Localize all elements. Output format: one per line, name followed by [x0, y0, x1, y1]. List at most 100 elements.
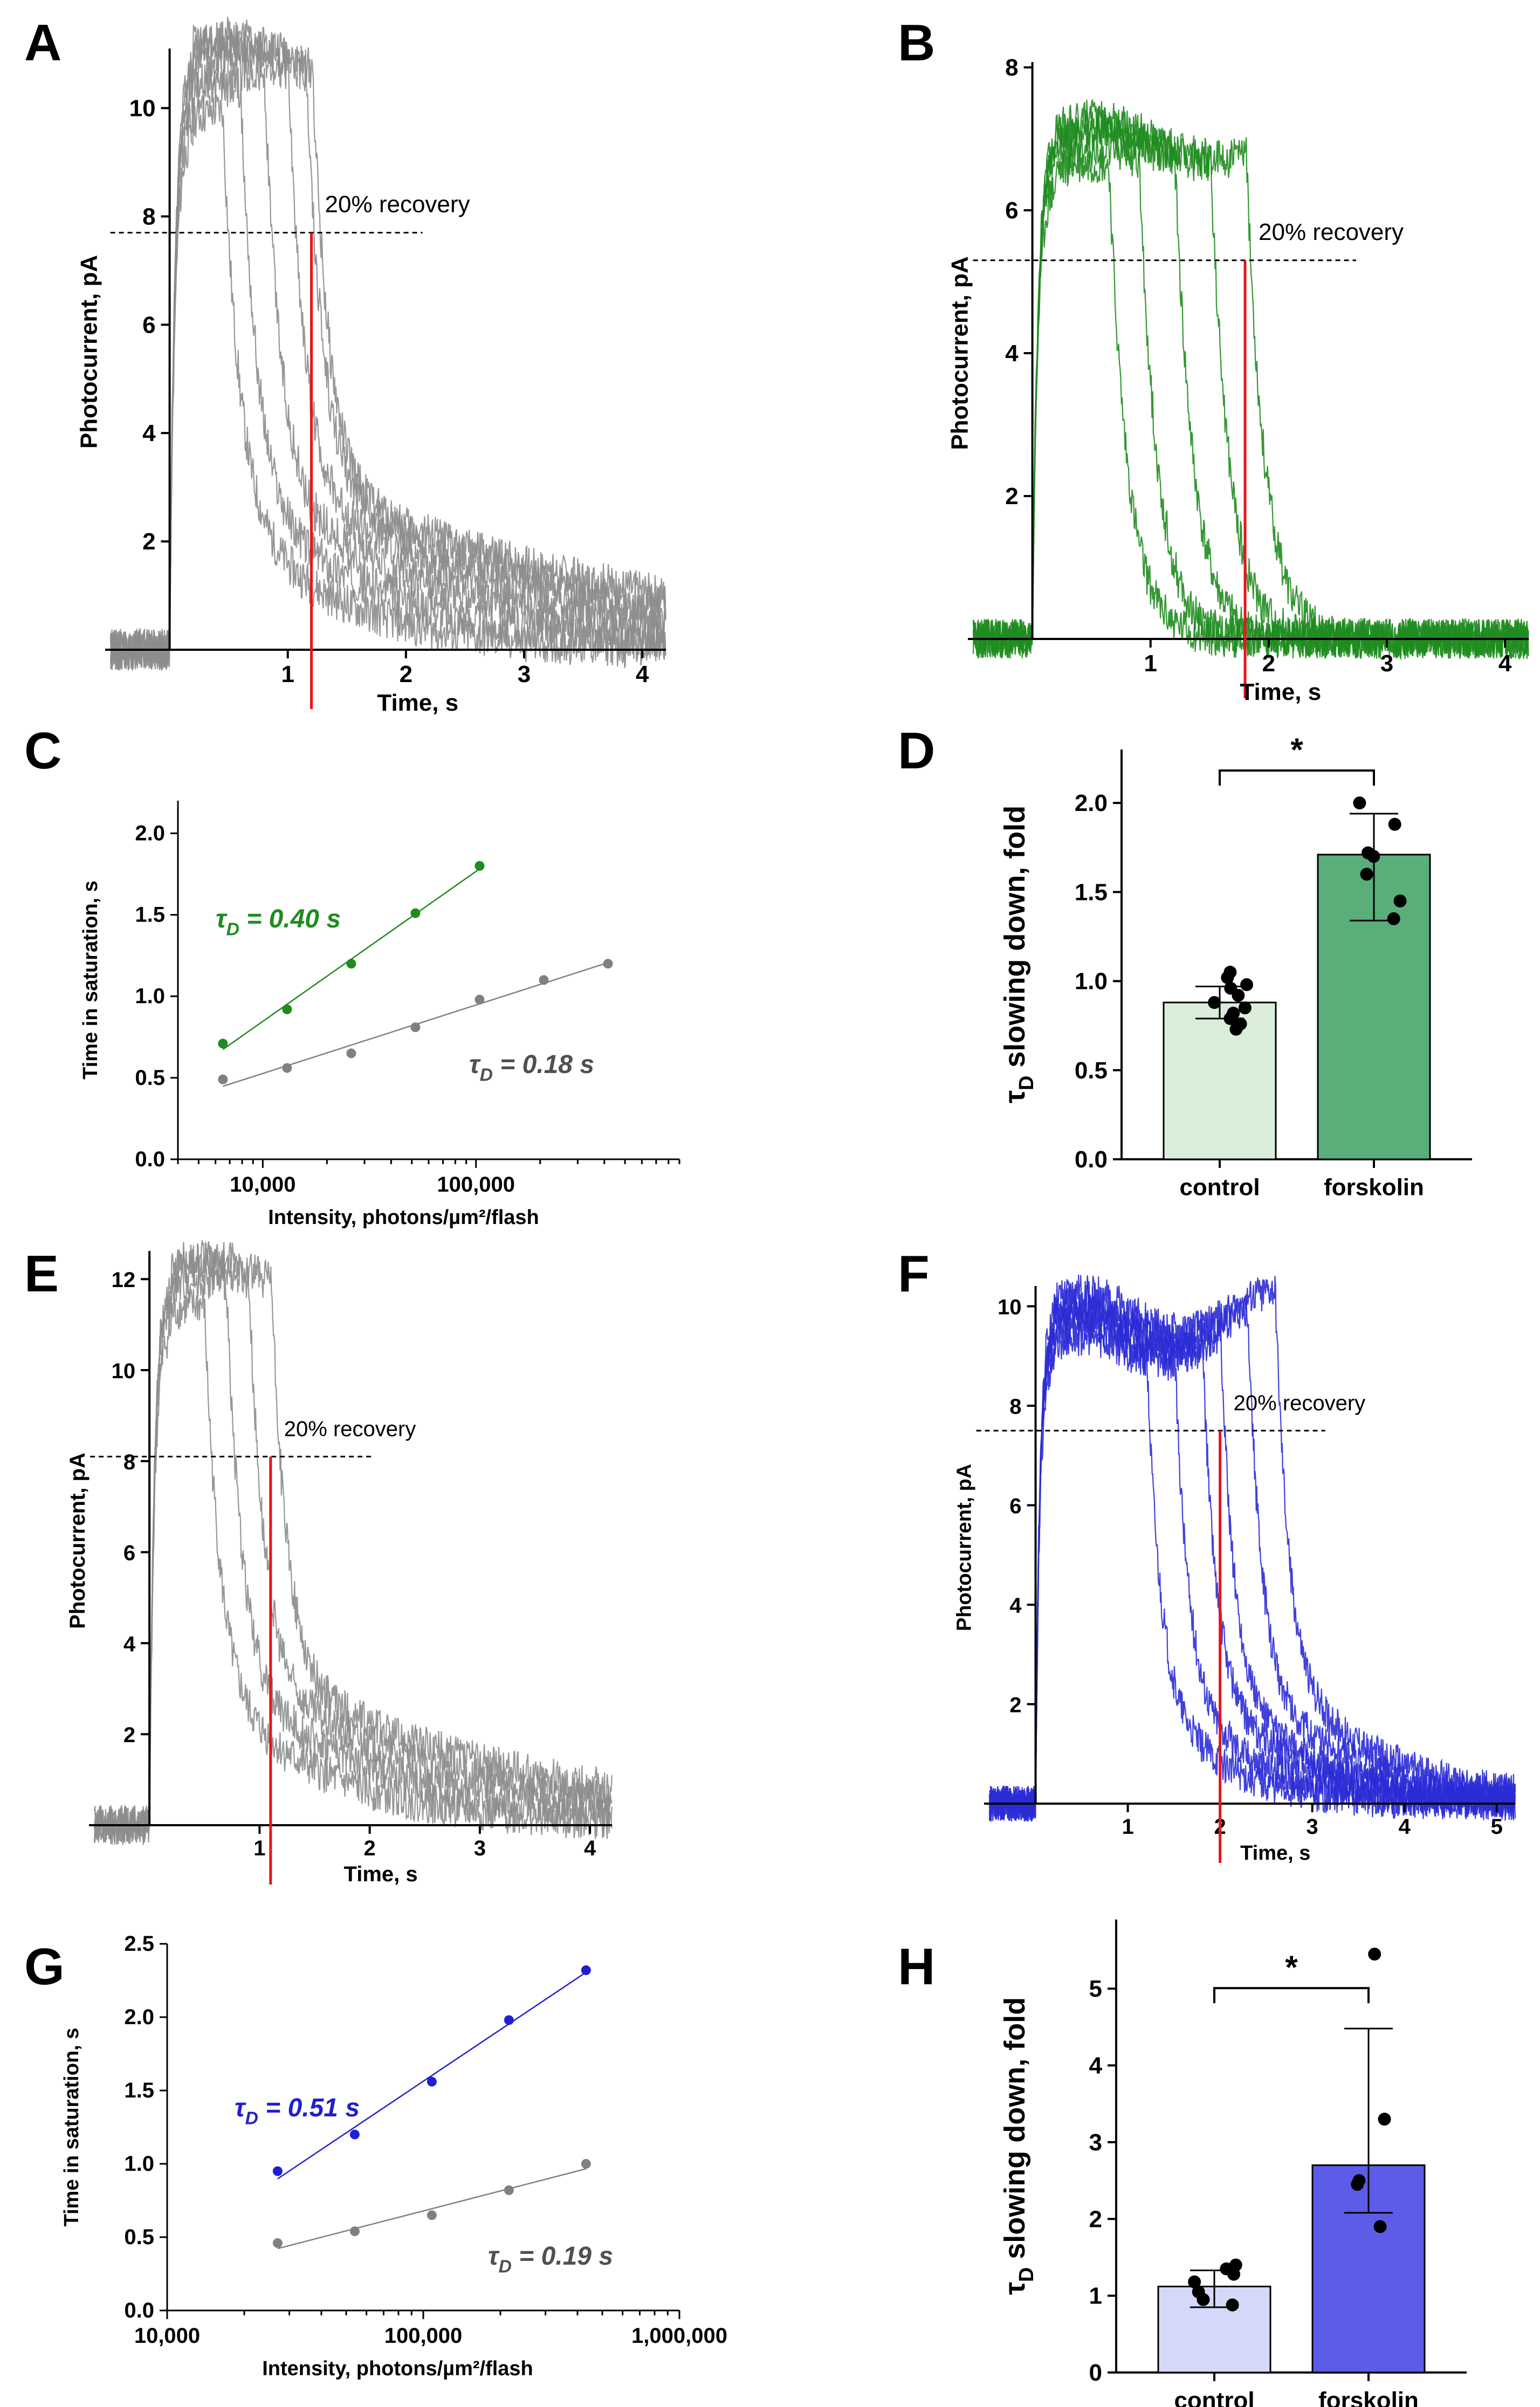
y-tick-label: 0.0 [1075, 1146, 1108, 1173]
control-data-point [1226, 2298, 1239, 2312]
threshold-label: 20% recovery [1234, 1391, 1366, 1415]
trace-line-3 [93, 1247, 613, 1845]
forskolin-point [410, 908, 421, 918]
control-data-point [1197, 2293, 1210, 2306]
y-tick-label: 10 [112, 1359, 136, 1383]
y-tick-label: 1.0 [1075, 968, 1108, 995]
x-axis-title: Time, s [1240, 1842, 1310, 1865]
y-tick-label: 2 [1089, 2206, 1102, 2232]
x-tick-label: 10,000 [230, 1173, 295, 1196]
forskolin-point [346, 959, 356, 969]
y-tick-label: 6 [142, 312, 155, 338]
y-tick-label: 4 [1089, 2053, 1103, 2079]
control-tau-label: τD = 0.18 s [469, 1050, 594, 1085]
control-data-point [1221, 971, 1234, 984]
x-tick-label: 100,000 [437, 1173, 515, 1196]
control-bar [1163, 1001, 1277, 1160]
forskolin-point [218, 1039, 228, 1049]
x-axis-title: Intensity, photons/µm²/flash [262, 2357, 533, 2380]
y-tick-label: 8 [142, 203, 155, 230]
x-tick-label: 3 [518, 661, 531, 687]
x-tick-label: 10,000 [134, 2324, 200, 2348]
panel-letters: A B C D E F G H [24, 14, 935, 1996]
forskolin-category-label: forskolin [1318, 2388, 1419, 2407]
forskolin-data-point [1388, 817, 1401, 831]
y-tick-label: 2 [1009, 1694, 1021, 1717]
control-point [581, 2159, 591, 2169]
control-fit-line [277, 2168, 587, 2250]
significance-star: * [1285, 1949, 1298, 1985]
panel-letter-d: D [898, 722, 935, 780]
panel-d-bars: 0.0 0.5 1.0 1.5 2.0 control forskolin * τD slowi… [999, 732, 1472, 1201]
y-tick-label: 4 [123, 1632, 136, 1656]
trace-line-2 [93, 1262, 613, 1845]
significance-bracket [1219, 769, 1375, 786]
y-tick-label: 2 [123, 1723, 135, 1747]
forskolin-data-point [1393, 894, 1407, 907]
forskolin-point [349, 2129, 360, 2140]
threshold-label: 20% recovery [1259, 219, 1404, 245]
forskolin-point [282, 1004, 292, 1014]
control-point [539, 975, 549, 985]
y-axis-title: Photocurrent, pA [76, 255, 102, 449]
x-tick-label: 1,000,000 [631, 2324, 727, 2348]
y-tick-label: 4 [142, 420, 156, 446]
forskolin-data-point [1373, 2220, 1387, 2233]
y-tick-label: 2.0 [135, 821, 165, 845]
y-tick-label: 2.0 [124, 2005, 154, 2029]
control-point [218, 1074, 228, 1084]
y-tick-label: 10 [129, 95, 156, 121]
control-data-point [1227, 2267, 1241, 2281]
y-tick-label: 4 [1005, 340, 1019, 367]
x-tick-label: 5 [1491, 1815, 1503, 1839]
y-tick-label: 1.0 [135, 985, 165, 1008]
x-axis-title: Time, s [377, 690, 458, 716]
x-tick-label: 3 [1380, 650, 1393, 677]
x-tick-label: 2 [1262, 650, 1275, 677]
trace-line-4 [93, 1240, 613, 1845]
significance-bracket [1213, 1987, 1370, 2004]
y-tick-label: 0.0 [124, 2299, 154, 2322]
y-tick-label: 1.5 [124, 2079, 154, 2102]
x-axis-title: Intensity, photons/µm²/flash [268, 1206, 539, 1229]
control-data-point [1188, 2275, 1201, 2288]
control-point [282, 1063, 292, 1073]
y-axis-title: Photocurrent, pA [953, 1464, 976, 1631]
x-tick-label: 3 [1307, 1815, 1318, 1839]
trace-line-6 [109, 17, 666, 671]
y-tick-label: 5 [1089, 1976, 1102, 2002]
control-data-point [1223, 1012, 1237, 1025]
trace-line-4 [988, 1294, 1516, 1822]
panel-c-scatter: 0.0 0.5 1.0 1.5 2.0 10,000 100,000 τD = 0.40 s τ… [79, 801, 680, 1229]
control-tau-label: τD = 0.19 s [488, 2242, 613, 2277]
control-category-label: control [1174, 2388, 1254, 2407]
x-tick-label: 2 [364, 1837, 376, 1860]
trace-line-2 [972, 130, 1529, 660]
panel-g-scatter: 0.0 0.5 1.0 1.5 2.0 2.5 10,000 100,000 1,000,000… [60, 1932, 727, 2380]
y-tick-label: 6 [1009, 1495, 1021, 1518]
threshold-label: 20% recovery [284, 1417, 416, 1441]
y-tick-label: 2.0 [1075, 790, 1108, 816]
y-tick-label: 1.5 [1075, 879, 1108, 905]
forskolin-data-point [1353, 796, 1366, 810]
forskolin-data-point [1387, 912, 1400, 925]
y-tick-label: 3 [1089, 2129, 1102, 2156]
trace-line-5 [988, 1284, 1516, 1821]
panel-letter-f: F [898, 1245, 930, 1303]
x-tick-label: 1 [281, 661, 294, 687]
y-tick-label: 0.5 [135, 1066, 165, 1090]
y-axis-title: Time in saturation, s [79, 881, 102, 1079]
y-tick-label: 0.5 [1075, 1057, 1108, 1084]
trace-line-3 [109, 50, 666, 670]
forskolin-data-point [1351, 2178, 1364, 2191]
y-axis-title: Time in saturation, s [60, 2028, 83, 2227]
x-tick-label: 4 [1498, 650, 1512, 677]
y-tick-label: 1.5 [135, 903, 165, 927]
y-tick-label: 0.5 [124, 2225, 154, 2249]
forskolin-point [504, 2015, 514, 2025]
y-tick-label: 2.5 [124, 1932, 154, 1956]
y-tick-label: 6 [123, 1542, 135, 1565]
